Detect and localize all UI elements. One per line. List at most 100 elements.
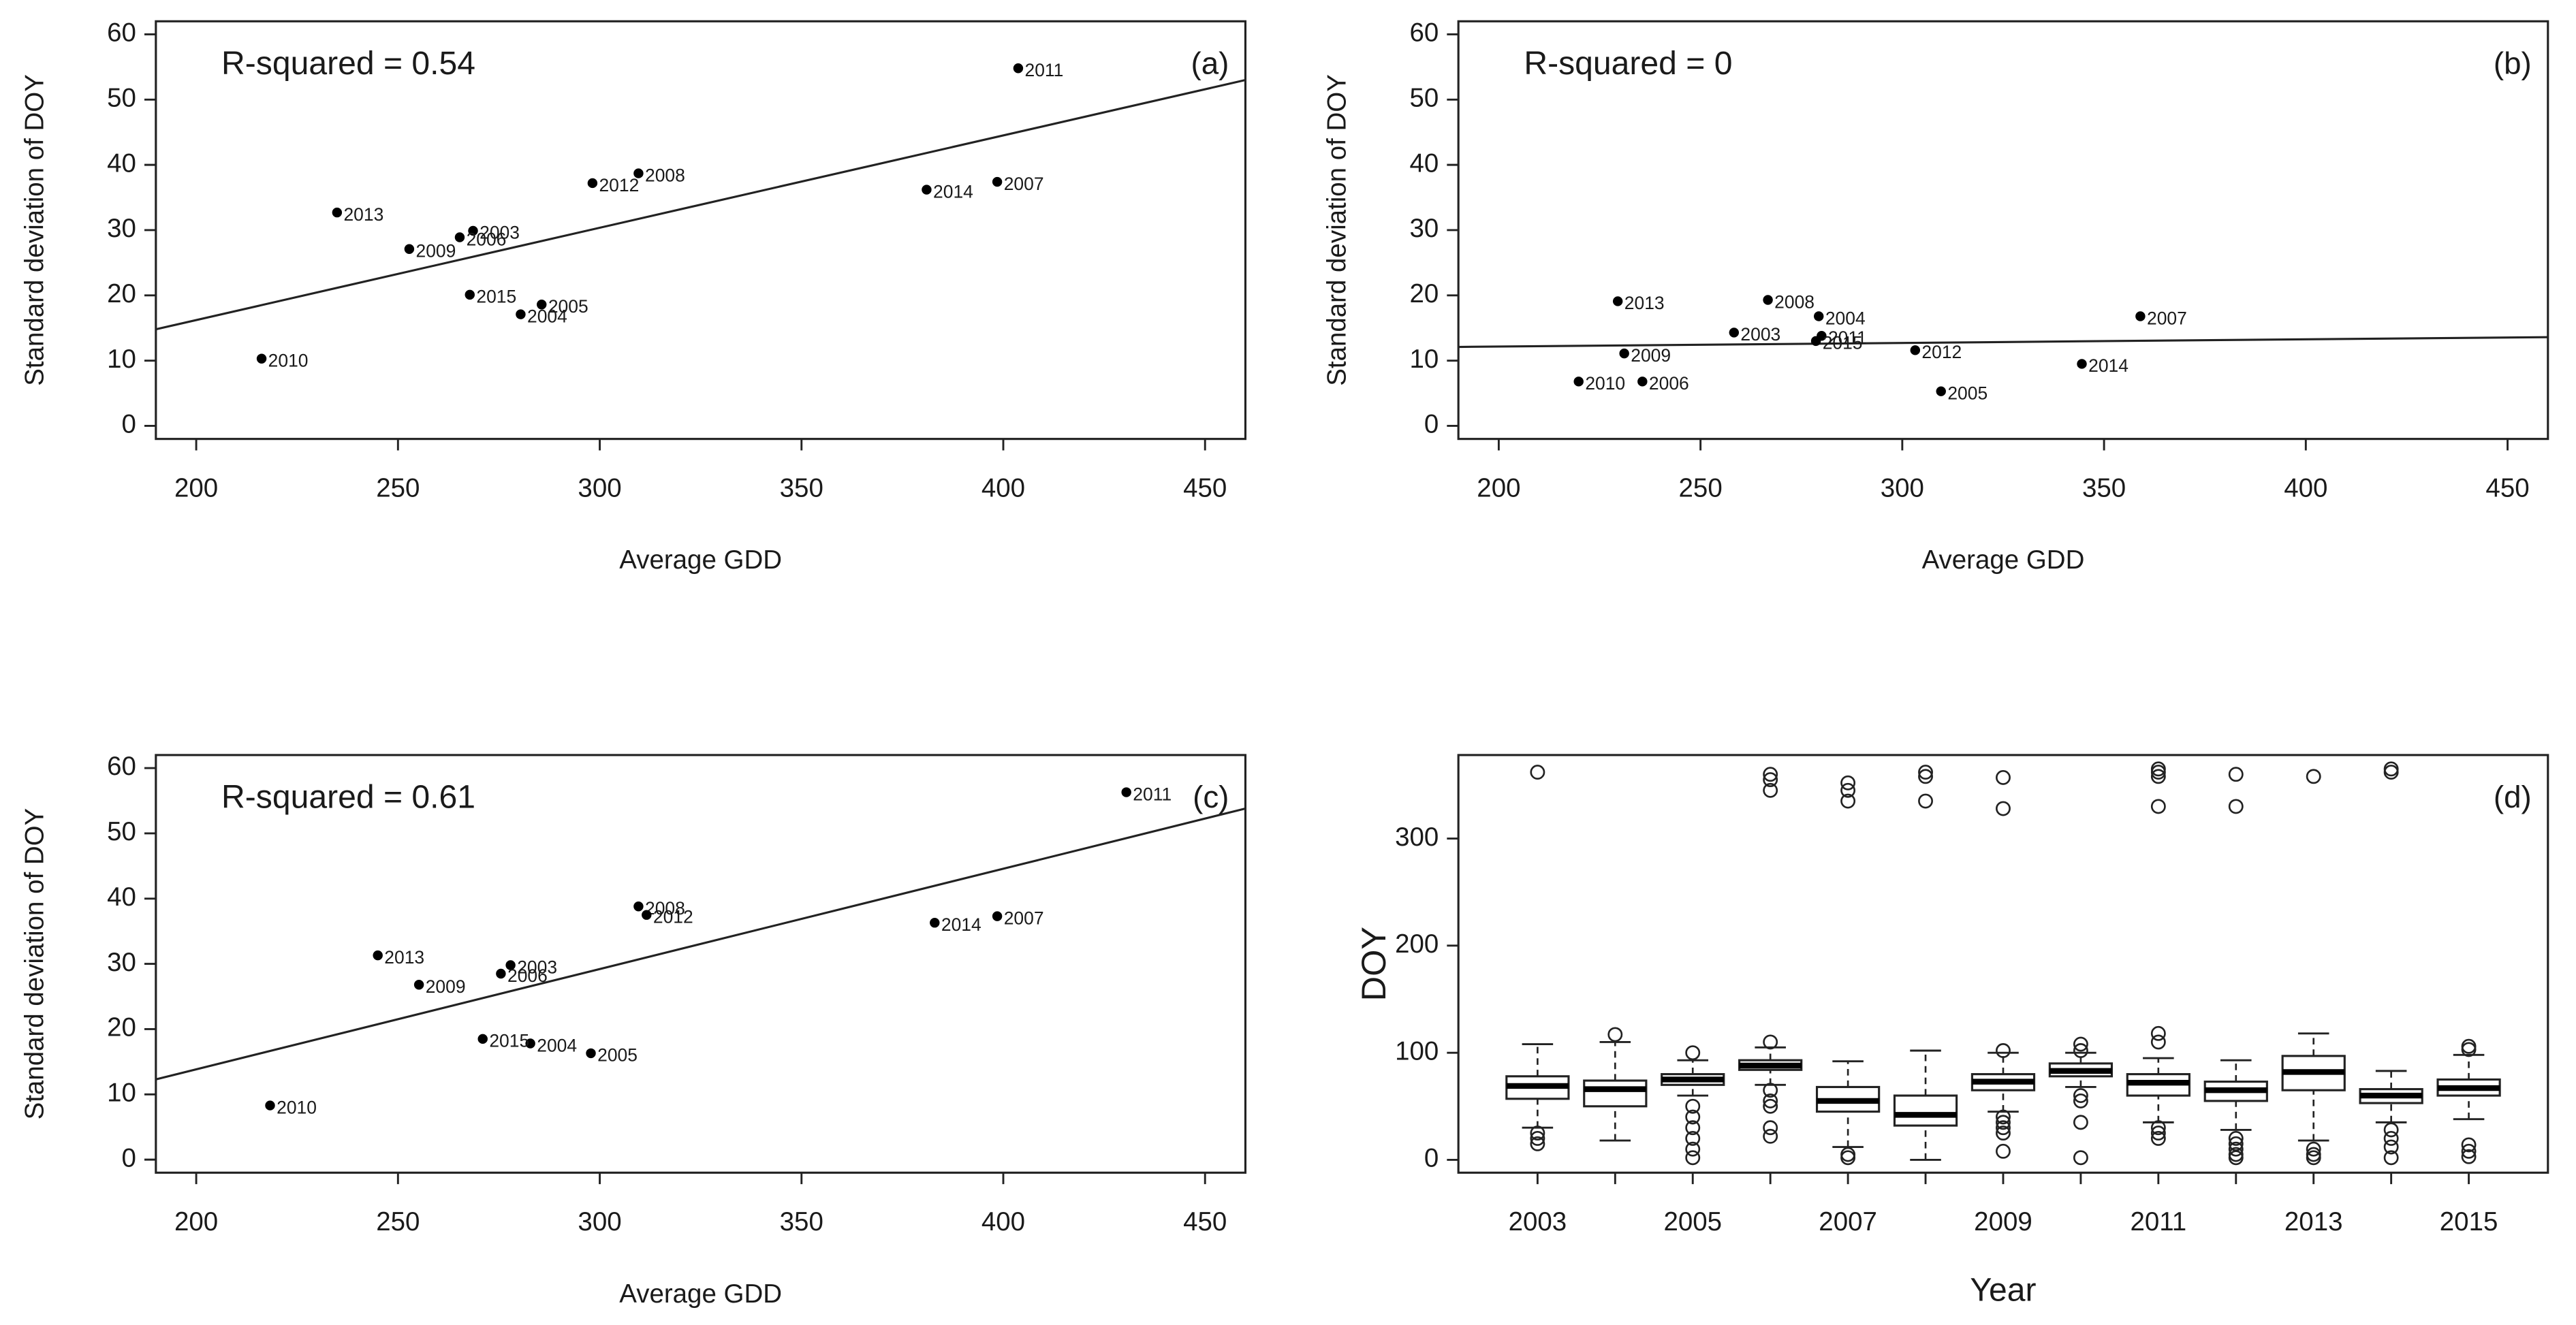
y-tick-label: 10 [1410,345,1439,374]
x-tick-label: 400 [981,473,1025,502]
outlier [1607,1027,1623,1042]
point [373,950,383,961]
y-tick-label: 30 [107,948,136,977]
x-tick-label: 350 [780,1207,823,1236]
outlier [1996,1115,2011,1130]
x-axis-title: Year [1970,1272,2036,1309]
outlier [1763,1034,1778,1050]
outlier [2461,1042,2477,1057]
y-tick-label: 50 [107,83,136,112]
y-tick-label: 60 [107,18,136,48]
point [1637,377,1648,387]
plot-frame [155,754,1247,1174]
y-tick-label: 100 [1395,1036,1439,1066]
outlier [2383,1122,2399,1138]
point-label: 2008 [1774,291,1815,312]
point-label: 2009 [1631,345,1671,366]
outlier [2383,761,2399,777]
outlier [2073,1043,2088,1058]
point [404,244,415,254]
y-tick-label: 10 [107,1078,136,1107]
outlier [1996,1143,2011,1159]
point-label: 2004 [1825,308,1866,328]
outlier [2150,1126,2166,1141]
outlier [2383,1139,2399,1155]
point-label: 2003 [1740,324,1780,345]
point [1936,386,1946,396]
outlier [2150,1025,2166,1041]
point-label: 2005 [597,1045,638,1066]
x-tick-label: 350 [2082,473,2126,502]
point-label: 2007 [1004,174,1044,194]
point [930,918,940,928]
point-label: 2010 [268,351,309,371]
outlier [1530,1131,1545,1146]
point-label: 2011 [1133,784,1172,804]
outlier [1685,1109,1701,1125]
point-label: 2010 [1585,373,1625,394]
point [992,176,1003,187]
y-tick-label: 60 [1410,18,1439,48]
point-label: 2011 [1025,60,1064,80]
fit-line [155,807,1246,1081]
point-label: 2009 [426,976,466,997]
point [1814,311,1824,321]
outlier [2383,765,2399,780]
box [1583,1079,1648,1108]
point-label: 2003 [517,957,557,977]
outlier [2073,1115,2088,1130]
outlier [1685,1045,1701,1061]
outlier [1685,1141,1701,1157]
panel-label: (a) [1191,46,1229,80]
panel-label: (d) [2494,780,2532,814]
point [1013,63,1024,74]
y-tick-label: 20 [107,1013,136,1042]
point [496,968,506,979]
point-label: 2012 [653,907,693,927]
point-label: 2004 [527,306,567,326]
y-tick-label: 0 [1424,1144,1439,1173]
outlier [2150,769,2166,784]
outlier [1685,1098,1701,1114]
x-tick-label: 250 [376,1207,420,1236]
point-label: 2013 [384,947,424,968]
x-tick-label: 2011 [2130,1207,2186,1236]
x-tick-label: 2005 [1663,1207,1722,1236]
x-axis-title: Average GDD [619,1279,782,1309]
outlier [2150,761,2166,777]
point [525,1038,535,1049]
outlier [1996,801,2011,816]
point [1810,336,1821,347]
outlier [1685,1120,1701,1136]
x-tick-label: 450 [1183,1207,1227,1236]
point [1612,296,1623,306]
outlier [1763,1128,1778,1144]
outlier [2306,1141,2321,1157]
point-label: 2015 [1823,333,1863,353]
outlier [1996,1109,2011,1125]
x-tick-label: 400 [2284,473,2327,502]
x-tick-label: 200 [174,473,218,502]
panel-label: (b) [2494,46,2532,80]
outlier [1763,767,1778,782]
x-tick-label: 2007 [1819,1207,1877,1236]
outlier [1530,765,1545,780]
point [2077,359,2087,369]
outlier [2228,767,2244,782]
outlier [2150,765,2166,780]
y-tick-label: 50 [1410,83,1439,112]
fit-line [1458,336,2548,349]
x-axis-title: Average GDD [1922,545,2085,575]
panel-label: (c) [1193,780,1229,814]
point-label: 2012 [1921,342,1962,362]
point [587,178,598,189]
point-label: 2009 [416,241,456,261]
x-tick-label: 250 [376,473,420,502]
box [1893,1094,1958,1127]
y-tick-label: 40 [107,882,136,912]
outlier [1996,1120,2011,1136]
point [633,168,644,178]
outlier [1918,769,1933,784]
x-tick-label: 450 [2485,473,2529,502]
y-tick-label: 30 [1410,214,1439,243]
